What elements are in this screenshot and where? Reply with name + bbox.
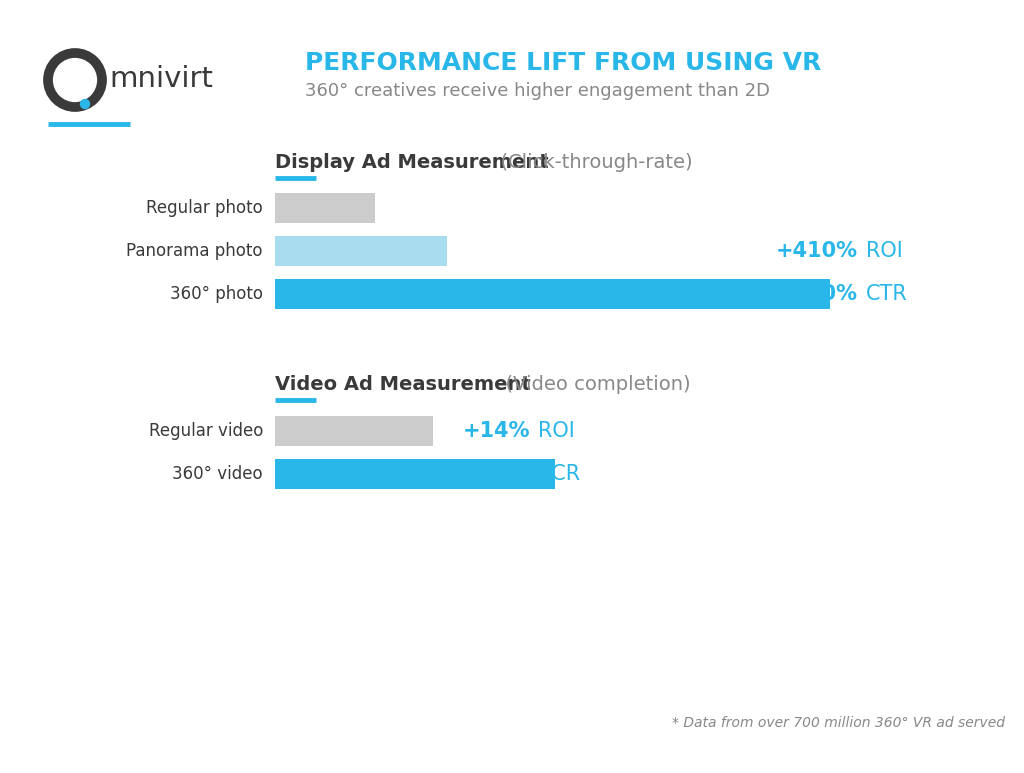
Text: VCR: VCR (538, 464, 582, 484)
Bar (275, 279, 830, 309)
Text: +46%: +46% (463, 464, 530, 484)
Text: 360° video: 360° video (172, 465, 263, 483)
Text: 360° creatives receive higher engagement than 2D: 360° creatives receive higher engagement… (305, 82, 770, 100)
Text: +14%: +14% (463, 421, 530, 441)
Text: mnivirt: mnivirt (109, 65, 213, 93)
Text: (Video completion): (Video completion) (493, 376, 690, 394)
Bar (275, 236, 447, 266)
Text: Regular video: Regular video (148, 422, 263, 440)
Text: Video Ad Measurement: Video Ad Measurement (275, 376, 530, 394)
Bar (275, 416, 433, 446)
Bar (275, 193, 375, 223)
Text: +410%: +410% (776, 241, 858, 261)
Text: CTR: CTR (866, 284, 907, 304)
Text: ROI: ROI (538, 421, 574, 441)
Text: (Click-through-rate): (Click-through-rate) (488, 154, 692, 172)
Text: ROI: ROI (866, 241, 903, 261)
Text: +300%: +300% (776, 284, 858, 304)
Text: * Data from over 700 million 360° VR ad served: * Data from over 700 million 360° VR ad … (672, 716, 1005, 730)
Text: Regular photo: Regular photo (146, 199, 263, 217)
Text: 360° photo: 360° photo (170, 285, 263, 303)
Text: Display Ad Measurement: Display Ad Measurement (275, 154, 549, 172)
Bar (275, 459, 555, 489)
Text: PERFORMANCE LIFT FROM USING VR: PERFORMANCE LIFT FROM USING VR (305, 51, 821, 75)
Text: Panorama photo: Panorama photo (127, 242, 263, 260)
Circle shape (81, 100, 89, 108)
